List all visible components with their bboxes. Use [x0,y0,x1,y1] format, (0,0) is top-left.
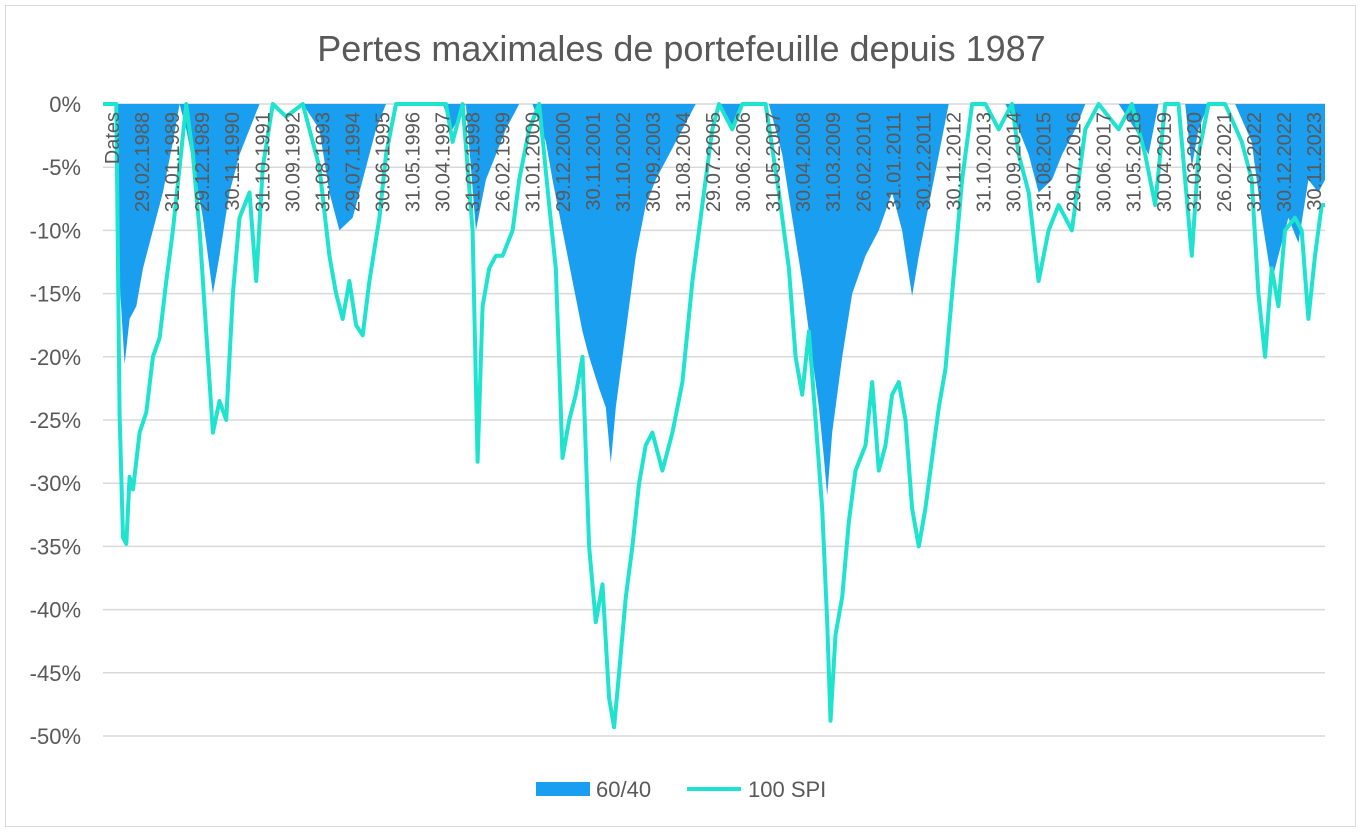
x-tick-label: 30.06.2017 [1094,112,1116,212]
y-tick-label: -5% [42,155,81,180]
x-tick-label: 29.12.1989 [192,112,214,212]
x-tick-label: 30.11.2001 [583,112,605,211]
legend-label-100-spi: 100 SPI [748,777,826,802]
legend-swatch-60-40 [536,782,590,796]
y-tick-label: -15% [30,282,81,307]
y-axis-ticks: 0% -5% -10% -15% -20% -25% -30% -35% -40% -45% -50… [30,92,81,749]
legend-label-60-40: 60/40 [596,777,651,802]
x-tick-label: 30.11.2012 [943,112,965,211]
x-tick-label: 29.02.1988 [132,112,154,212]
x-tick-label: 30.12.2011 [913,112,935,211]
y-tick-label: -20% [30,345,81,370]
x-tick-label: Dates [102,112,124,164]
x-tick-label: 30.11.2023 [1304,112,1326,211]
x-tick-label: 31.05.2007 [763,112,785,212]
x-tick-label: 30.06.2006 [733,112,755,212]
x-tick-label: 31.03.2020 [1184,112,1206,212]
y-tick-label: 0% [49,92,81,117]
x-tick-label: 29.07.2005 [703,112,725,212]
y-tick-label: -25% [30,408,81,433]
y-tick-label: -45% [30,661,81,686]
x-tick-label: 31.01.1989 [162,112,184,212]
x-tick-label: 31.01.2000 [523,112,545,212]
chart-title: Pertes maximales de portefeuille depuis … [317,28,1046,69]
x-tick-label: 31.03.2009 [823,112,845,212]
y-tick-label: -40% [30,598,81,623]
x-tick-label: 29.07.1994 [342,112,364,212]
x-tick-label: 26.02.2021 [1214,112,1236,212]
x-tick-label: 26.02.1999 [493,112,515,212]
x-tick-label: 29.07.2016 [1064,112,1086,212]
x-tick-label: 31.08.1993 [312,112,334,212]
x-tick-label: 31.05.2018 [1124,112,1146,212]
x-tick-label: 30.04.1997 [433,112,455,212]
x-tick-label: 30.09.2014 [1004,112,1026,212]
x-tick-label: 31.01.2011 [883,112,905,211]
area-layer [103,104,1325,496]
series-100-spi-line [103,102,1325,730]
grid-layer [103,103,1325,737]
x-tick-label: 31.03.1998 [463,112,485,212]
x-tick-label: 31.08.2015 [1034,112,1056,212]
y-tick-label: -35% [30,534,81,559]
x-tick-label: 30.11.1990 [222,112,244,211]
y-tick-label: -50% [30,724,81,749]
x-tick-label: 30.04.2019 [1154,112,1176,212]
x-tick-label: 30.09.2003 [643,112,665,212]
series-60-40-area [103,104,1325,496]
x-tick-label: 31.10.1991 [252,112,274,212]
x-tick-label: 30.09.1992 [282,112,304,212]
legend: 60/40 100 SPI [536,777,826,802]
x-tick-label: 31.10.2002 [613,112,635,212]
x-tick-label: 31.05.1996 [403,112,425,212]
y-tick-label: -10% [30,218,81,243]
x-tick-label: 30.12.2022 [1274,112,1296,212]
x-tick-label: 31.10.2013 [973,112,995,212]
x-tick-label: 30.04.2008 [793,112,815,212]
x-axis-ticks: Dates 29.02.1988 31.01.1989 29.12.1989 30.11… [102,112,1326,212]
y-tick-label: -30% [30,471,81,496]
x-tick-label: 29.12.2000 [553,112,575,212]
x-tick-label: 26.02.2010 [853,112,875,212]
x-tick-label: 31.01.2022 [1244,112,1266,212]
x-tick-label: 30.06.1995 [372,112,394,212]
x-tick-label: 31.08.2004 [673,112,695,212]
line-layer [103,102,1325,730]
